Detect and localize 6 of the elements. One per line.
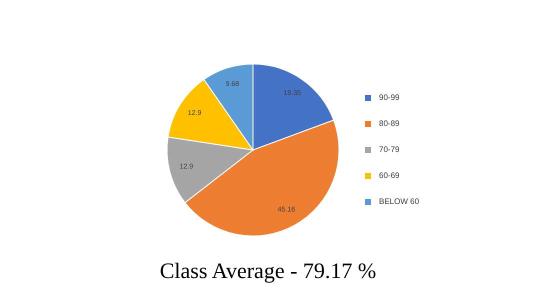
text: Class Average - 79.17 % [158,258,378,284]
legend-label: 90-99 [379,93,400,102]
legend-label: 60-69 [379,171,400,180]
legend-label: 80-89 [379,119,400,128]
legend-label: BELOW 60 [379,197,420,206]
legend-label: 70-79 [379,145,400,154]
